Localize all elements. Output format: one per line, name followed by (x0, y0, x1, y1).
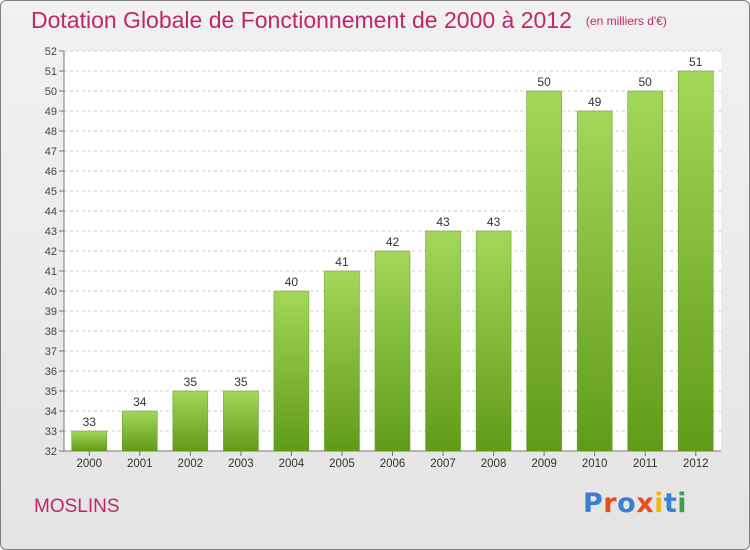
bar (122, 410, 158, 452)
y-tick-label: 42 (45, 246, 57, 258)
x-tick-label: 2007 (430, 458, 456, 470)
data-label: 35 (234, 375, 248, 389)
x-tick-label: 2000 (76, 458, 102, 470)
bar (677, 70, 714, 452)
commune-name: MOSLINS (34, 496, 120, 517)
y-tick-label: 37 (45, 346, 57, 358)
y-tick-label: 51 (45, 66, 57, 78)
bar (273, 290, 310, 452)
logo-letter: i (654, 488, 664, 519)
y-tick-label: 47 (45, 146, 57, 158)
y-tick-label: 36 (45, 366, 57, 378)
y-tick-label: 44 (45, 206, 57, 218)
y-tick-label: 34 (45, 406, 57, 418)
x-tick-label: 2009 (531, 458, 557, 470)
logo-letter: o (617, 488, 637, 519)
chart-title-text: Dotation Globale de Fonctionnement de 20… (31, 7, 572, 33)
bar (627, 90, 663, 452)
x-tick-label: 2012 (683, 458, 709, 470)
y-tick-label: 41 (45, 266, 57, 278)
y-tick-label: 45 (45, 186, 57, 198)
logo-letter: P (583, 488, 604, 519)
bar (526, 90, 562, 452)
bar (172, 390, 209, 452)
y-tick-label: 48 (45, 126, 57, 138)
x-tick-label: 2004 (279, 458, 305, 470)
data-label: 34 (133, 395, 147, 409)
bar (425, 230, 461, 452)
x-tick-label: 2010 (582, 458, 608, 470)
y-tick-label: 40 (45, 286, 57, 298)
data-label: 42 (386, 235, 400, 249)
x-tick-label: 2011 (633, 458, 658, 470)
logo-letter: i (677, 488, 688, 519)
y-tick-label: 33 (45, 426, 57, 438)
bar (475, 230, 512, 452)
logo-letter: r (603, 488, 618, 519)
logo-letter: t (663, 488, 678, 519)
y-tick-label: 38 (45, 326, 57, 338)
chart-unit: (en milliers d'€) (585, 14, 667, 28)
data-label: 50 (639, 75, 653, 89)
chart-title: Dotation Globale de Fonctionnement de 20… (31, 7, 667, 34)
x-tick-label: 2002 (178, 458, 204, 470)
y-tick-label: 32 (45, 446, 57, 458)
x-tick-label: 2008 (481, 458, 507, 470)
data-label: 43 (436, 215, 450, 229)
logo-letter: x (636, 488, 655, 519)
data-label: 41 (335, 255, 349, 269)
y-tick-label: 50 (45, 86, 57, 98)
bar (71, 430, 108, 452)
bar (324, 270, 360, 452)
data-label: 49 (588, 95, 602, 109)
x-tick-label: 2003 (228, 458, 254, 470)
data-label: 33 (83, 415, 97, 429)
y-tick-label: 46 (45, 166, 57, 178)
y-tick-label: 39 (45, 306, 57, 318)
y-tick-label: 52 (45, 46, 57, 58)
y-tick-label: 35 (45, 386, 57, 398)
proxiti-logo: Proxiti (583, 488, 687, 519)
bar (576, 110, 613, 452)
data-label: 51 (689, 55, 703, 69)
data-label: 40 (285, 275, 299, 289)
bar (223, 390, 259, 452)
x-tick-label: 2001 (127, 458, 153, 470)
data-label: 35 (184, 375, 198, 389)
y-tick-label: 43 (45, 226, 57, 238)
bar (374, 250, 411, 452)
y-tick-label: 49 (45, 106, 57, 118)
data-label: 43 (487, 215, 501, 229)
x-tick-label: 2006 (380, 458, 406, 470)
data-label: 50 (537, 75, 551, 89)
x-tick-label: 2005 (329, 458, 355, 470)
